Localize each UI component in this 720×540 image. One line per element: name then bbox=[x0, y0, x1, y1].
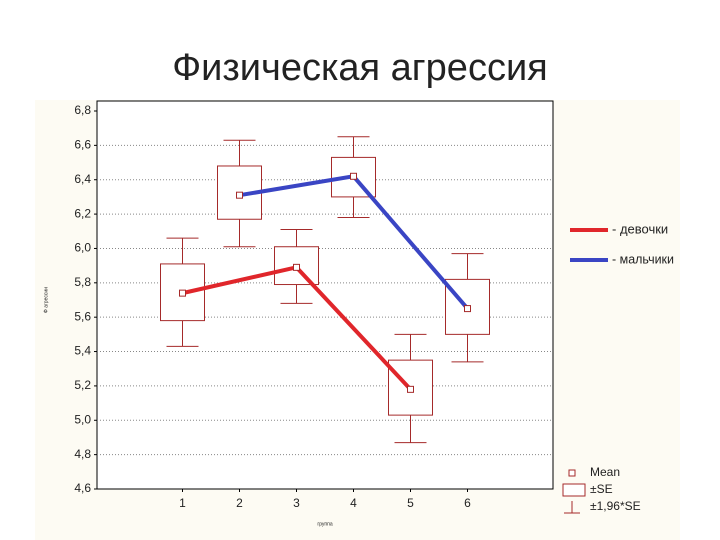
y-tick-label: 5,0 bbox=[74, 412, 91, 426]
y-tick-label: 5,2 bbox=[74, 378, 91, 392]
mean-marker bbox=[293, 263, 300, 271]
legend-label: - мальчики bbox=[612, 251, 674, 266]
mean-marker bbox=[464, 305, 471, 313]
x-axis-label: группа bbox=[317, 521, 332, 527]
y-tick-label: 6,6 bbox=[74, 138, 91, 152]
chart-title: Физическая агрессия bbox=[172, 47, 548, 89]
mean-marker bbox=[179, 289, 186, 297]
legend-symbol bbox=[568, 469, 576, 477]
y-tick-label: 6,2 bbox=[74, 206, 91, 220]
y-axis-label: Ф агрессии bbox=[43, 287, 49, 313]
mean-marker bbox=[407, 385, 414, 393]
y-tick-label: 5,4 bbox=[74, 344, 91, 358]
x-tick-label: 3 bbox=[293, 496, 300, 510]
mean-marker bbox=[236, 191, 243, 199]
x-tick-label: 6 bbox=[464, 496, 471, 510]
y-tick-label: 6,0 bbox=[74, 241, 91, 255]
x-tick-label: 5 bbox=[407, 496, 414, 510]
y-tick-label: 5,6 bbox=[74, 309, 91, 323]
x-tick-label: 2 bbox=[236, 496, 243, 510]
y-tick-label: 5,8 bbox=[74, 275, 91, 289]
y-tick-label: 6,8 bbox=[74, 103, 91, 117]
mean-marker bbox=[350, 172, 357, 180]
y-tick-label: 4,6 bbox=[74, 481, 91, 495]
x-tick-label: 4 bbox=[350, 496, 357, 510]
x-tick-label: 1 bbox=[179, 496, 186, 510]
legend-symbol bbox=[562, 483, 586, 497]
legend-label: - девочки bbox=[612, 221, 668, 236]
legend-label: Mean bbox=[590, 465, 620, 479]
y-tick-label: 6,4 bbox=[74, 172, 91, 186]
legend-label: ±1,96*SE bbox=[590, 499, 641, 513]
legend-label: ±SE bbox=[590, 482, 613, 496]
y-tick-label: 4,8 bbox=[74, 447, 91, 461]
